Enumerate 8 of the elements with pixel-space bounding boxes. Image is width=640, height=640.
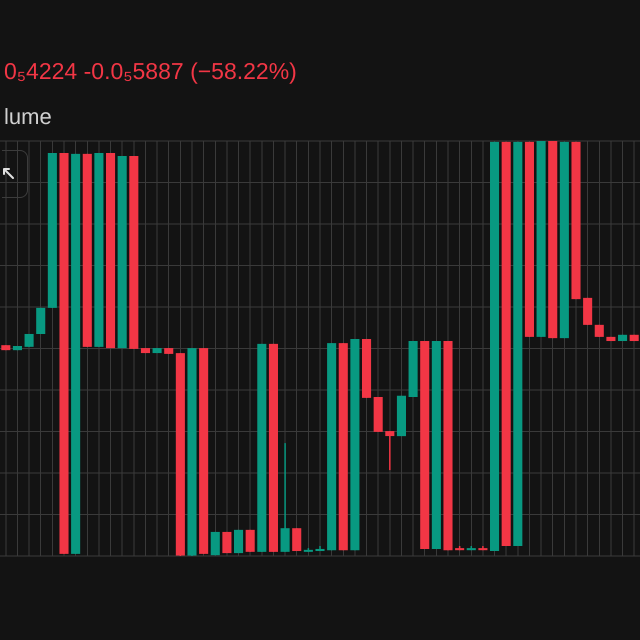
candlestick bbox=[246, 529, 255, 553]
candlestick bbox=[385, 430, 394, 471]
candlestick bbox=[292, 527, 302, 552]
text: lume bbox=[4, 104, 52, 130]
chart-subtitle: 0₅4224 -0.0₅5887 (−58.22%) bbox=[4, 58, 297, 85]
candlestick bbox=[24, 333, 34, 348]
candlestick bbox=[280, 442, 290, 553]
candlestick bbox=[594, 324, 604, 338]
